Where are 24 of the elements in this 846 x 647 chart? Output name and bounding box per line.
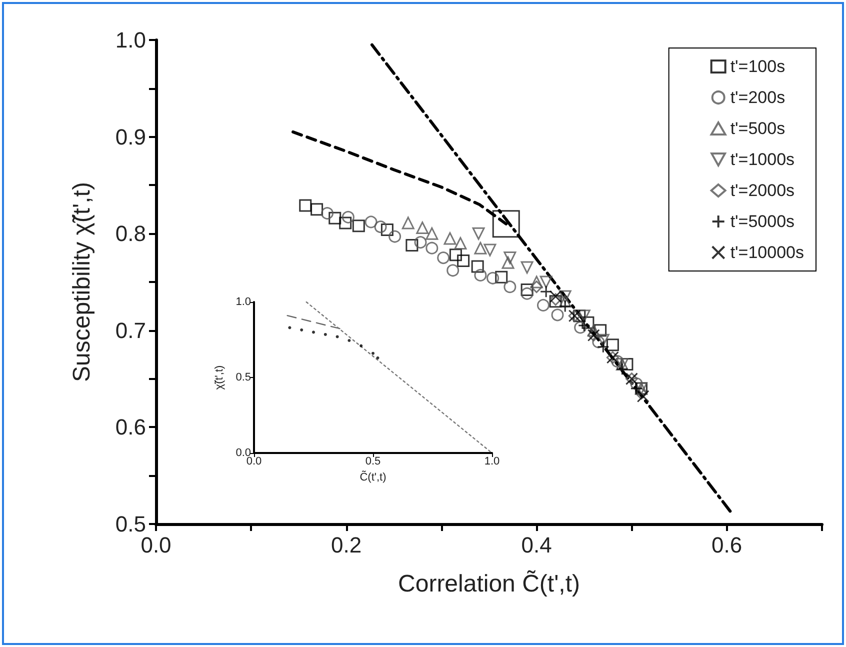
legend-label: t'=2000s xyxy=(730,181,795,200)
x-tick-label: 0.0 xyxy=(246,456,262,468)
y-tick-label: 0.6 xyxy=(115,414,146,440)
legend-label: t'=1000s xyxy=(730,150,795,169)
legend-label: t'=200s xyxy=(730,88,786,107)
y-tick-label: 0.5 xyxy=(236,372,251,384)
y-tick-label: 0.7 xyxy=(115,318,146,343)
legend-label: t'=500s xyxy=(730,119,786,138)
y-axis-title: χ̃(t',t) xyxy=(213,365,226,390)
y-tick-label: 0.8 xyxy=(115,221,146,246)
x-tick-label: 0.2 xyxy=(330,532,362,558)
legend-label: t'=10000s xyxy=(730,243,804,262)
x-axis-title: Correlation C̃(t',t) xyxy=(398,570,580,598)
x-axis-title: C̃(t',t) xyxy=(360,470,386,484)
legend-label: t'=5000s xyxy=(730,212,795,231)
x-tick-label: 0.5 xyxy=(365,456,381,468)
x-tick-label: 1.0 xyxy=(484,456,500,468)
y-tick-label: 1.0 xyxy=(115,28,146,52)
y-tick-label: 0.9 xyxy=(115,124,146,150)
x-tick-label: 0.4 xyxy=(521,532,552,558)
y-axis-title: Susceptibility χ̃(t',t) xyxy=(68,182,96,382)
y-tick-label: 1.0 xyxy=(236,296,251,308)
x-tick-label: 0.6 xyxy=(712,532,742,558)
legend-label: t'=100s xyxy=(730,57,786,76)
